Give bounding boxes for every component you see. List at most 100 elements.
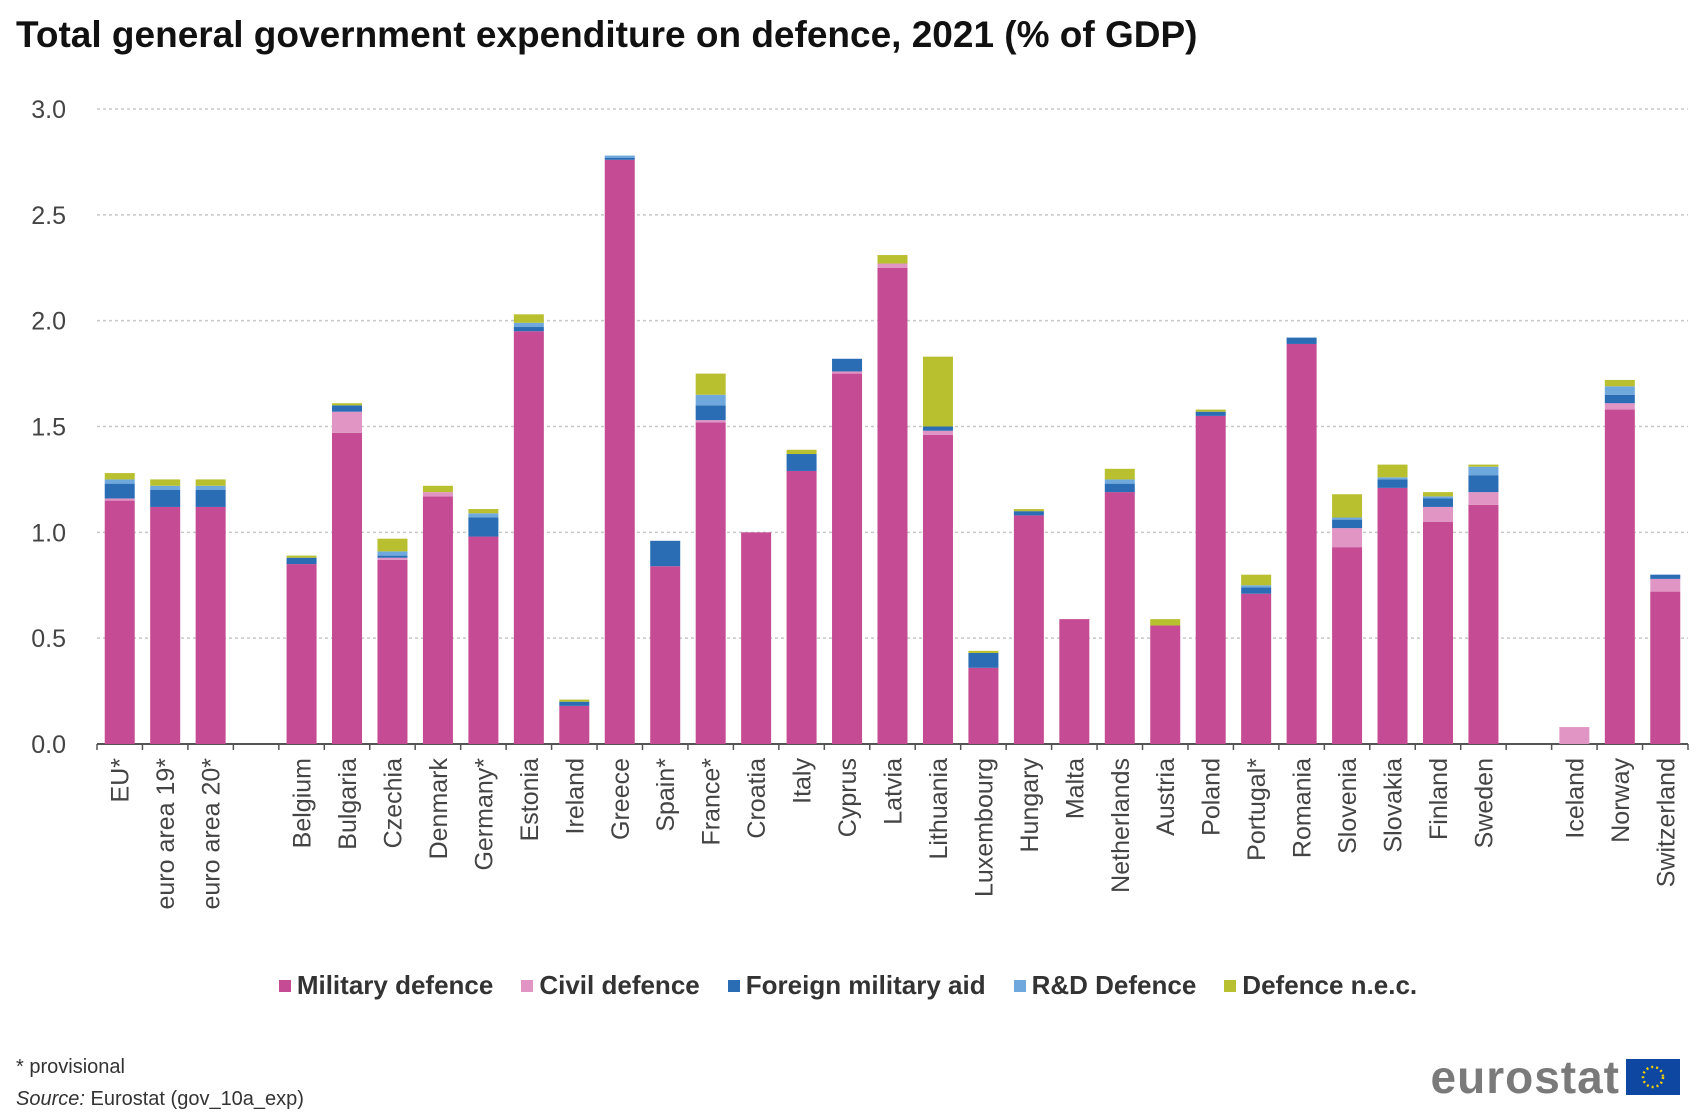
x-tick-label: Austria	[1152, 758, 1180, 836]
bar-segment-military-defence	[741, 532, 772, 744]
bar-segment-military-defence	[1013, 515, 1044, 744]
bar-segment-military-defence	[468, 536, 499, 744]
bar-segment-civil-defence	[1332, 528, 1363, 548]
x-tick-label: Greece	[607, 758, 635, 840]
x-tick-label: Netherlands	[1107, 758, 1135, 893]
bar-segment-r-d-defence	[604, 155, 635, 158]
bar-segment-defence-n-e-c-	[1195, 409, 1226, 412]
x-tick-label: Denmark	[425, 758, 453, 860]
legend-swatch	[1013, 979, 1026, 992]
bar-segment-foreign-military-aid	[1195, 411, 1226, 416]
x-tick-label: Luxembourg	[970, 758, 998, 897]
legend-swatch	[278, 979, 291, 992]
x-tick-label: Latvia	[880, 758, 908, 825]
bar-segment-civil-defence	[877, 263, 908, 268]
bar-segment-civil-defence	[1650, 578, 1681, 592]
legend-label: Military defence	[296, 970, 494, 1000]
bar-segment-military-defence	[604, 159, 635, 745]
bar-segment-foreign-military-aid	[559, 701, 590, 706]
bar-segment-military-defence	[332, 432, 363, 744]
bar-segment-r-d-defence	[1377, 477, 1408, 480]
x-tick-label: euro area 20*	[198, 758, 226, 910]
bar-segment-foreign-military-aid	[150, 490, 181, 507]
bar-segment-defence-n-e-c-	[559, 699, 590, 702]
bar-segment-r-d-defence	[150, 485, 181, 490]
bar-segment-military-defence	[104, 500, 135, 744]
bar-segment-civil-defence	[1422, 506, 1453, 522]
bar-segment-military-defence	[968, 667, 999, 744]
x-tick-label: Portugal*	[1243, 758, 1271, 861]
bar-segment-foreign-military-aid	[922, 426, 953, 431]
bar-segment-defence-n-e-c-	[1104, 468, 1135, 480]
x-tick-label: EU*	[107, 758, 135, 803]
bar-segment-r-d-defence	[1241, 585, 1272, 588]
legend: Military defence Civil defence Foreign mil…	[0, 970, 1696, 1001]
bar-segment-r-d-defence	[1422, 496, 1453, 499]
bar-segment-civil-defence	[1559, 727, 1590, 744]
bar-segment-civil-defence	[332, 411, 363, 433]
bar-segment-civil-defence	[1604, 403, 1635, 410]
y-tick-label: 0.5	[31, 625, 66, 653]
bar-segment-civil-defence	[922, 430, 953, 435]
bar-segment-military-defence	[832, 373, 863, 744]
bar-segment-foreign-military-aid	[286, 557, 317, 565]
bar-segment-r-d-defence	[1104, 479, 1135, 484]
x-tick-label: Slovenia	[1334, 758, 1362, 854]
bar-segment-defence-n-e-c-	[922, 356, 953, 427]
x-tick-label: Czechia	[379, 758, 407, 848]
logo-text: eurostat	[1430, 1051, 1620, 1103]
stacked-bar-chart: 0.0 0.5 1.0 1.5 2.0 2.5 3.0 EU* euro area 19* eur…	[31, 96, 1689, 910]
bar-segment-foreign-military-aid	[377, 555, 408, 558]
bar-segment-military-defence	[422, 496, 453, 744]
bar-segment-r-d-defence	[1332, 517, 1363, 520]
bar-segment-defence-n-e-c-	[195, 479, 226, 486]
bar-segment-military-defence	[1468, 504, 1499, 744]
x-tick-label: Slovakia	[1380, 758, 1408, 853]
bar-segment-defence-n-e-c-	[1241, 574, 1272, 586]
bar-segment-defence-n-e-c-	[1468, 464, 1499, 467]
legend-swatch	[1224, 979, 1237, 992]
eurostat-logo: eurostat	[1431, 1050, 1680, 1104]
bar-segment-foreign-military-aid	[695, 405, 726, 421]
bar-segment-military-defence	[1241, 593, 1272, 744]
chart-title: Total general government expenditure on …	[16, 14, 1198, 55]
x-tick-label: Malta	[1061, 758, 1089, 819]
bar-segment-defence-n-e-c-	[877, 255, 908, 264]
x-tick-label: Norway	[1607, 758, 1635, 843]
legend-swatch	[521, 979, 534, 992]
x-tick-label: France*	[698, 758, 726, 846]
bar-segment-defence-n-e-c-	[332, 403, 363, 406]
source-line: Source: Eurostat (gov_10a_exp)	[16, 1088, 304, 1111]
bar-segment-defence-n-e-c-	[513, 314, 544, 323]
x-tick-label: Switzerland	[1652, 758, 1680, 887]
bar-segment-r-d-defence	[104, 479, 135, 484]
bar-segment-military-defence	[559, 705, 590, 744]
bar-segment-military-defence	[1150, 625, 1181, 744]
bar-segment-foreign-military-aid	[513, 327, 544, 332]
bar-segment-r-d-defence	[513, 322, 544, 328]
bar-segment-defence-n-e-c-	[1150, 619, 1181, 626]
bar-segment-defence-n-e-c-	[377, 538, 408, 552]
y-tick-label: 2.0	[31, 308, 66, 336]
bar-segment-r-d-defence	[1604, 386, 1635, 395]
bar-segment-foreign-military-aid	[1650, 574, 1681, 579]
x-tick-label: Sweden	[1470, 758, 1498, 848]
bar-segment-military-defence	[1104, 492, 1135, 744]
bar-segment-military-defence	[286, 564, 317, 744]
x-tick-label: Poland	[1198, 758, 1226, 836]
bar-segment-foreign-military-aid	[1422, 498, 1453, 507]
bar-segment-r-d-defence	[377, 551, 408, 556]
bar-segment-foreign-military-aid	[1241, 587, 1272, 594]
x-tick-label: Romania	[1289, 758, 1317, 858]
legend-item: Civil defence	[521, 970, 700, 1001]
x-tick-label: Belgium	[289, 758, 317, 848]
bar-segment-military-defence	[1195, 415, 1226, 744]
bar-segment-foreign-military-aid	[1468, 475, 1499, 493]
y-tick-label: 1.0	[31, 519, 66, 547]
bar-segment-military-defence	[786, 470, 817, 744]
bar-segment-r-d-defence	[195, 485, 226, 490]
x-tick-label: Estonia	[516, 758, 544, 841]
bar-segment-foreign-military-aid	[1604, 394, 1635, 404]
bar-segment-military-defence	[1059, 619, 1090, 744]
bar-segment-civil-defence	[1468, 492, 1499, 505]
